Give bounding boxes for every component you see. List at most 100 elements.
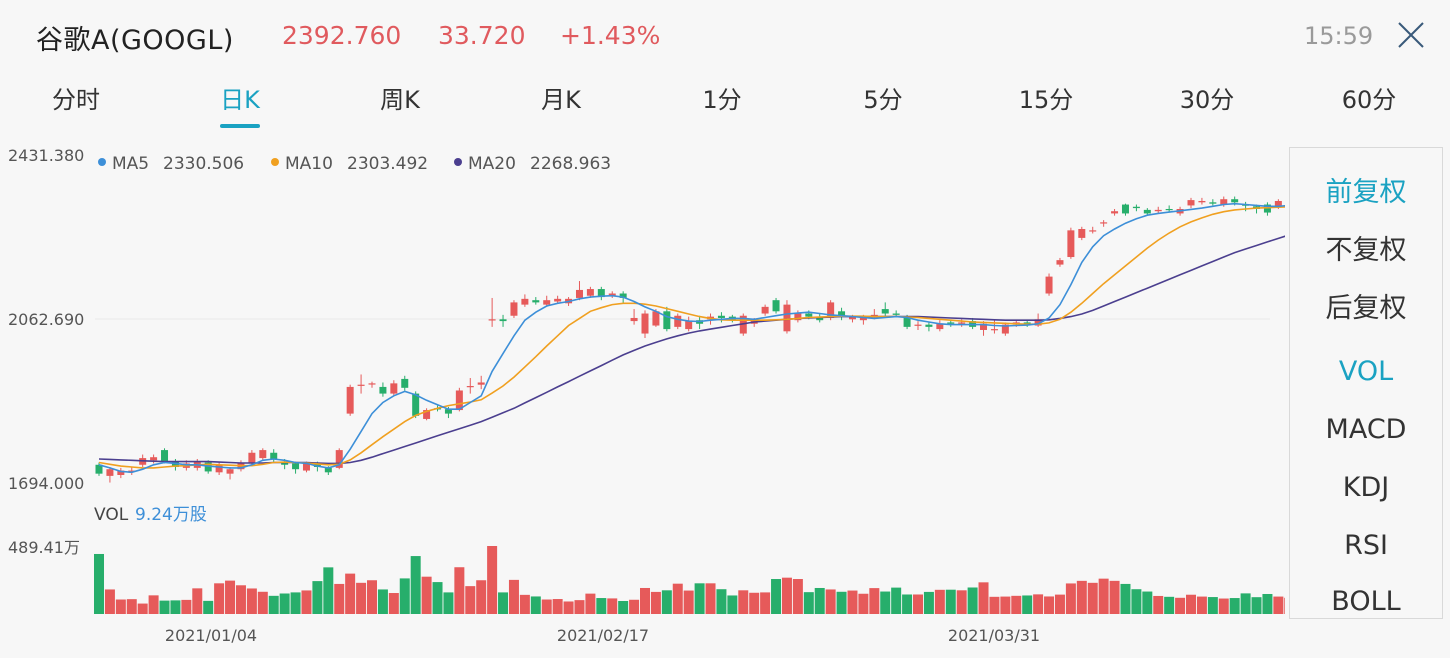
candle-body — [171, 461, 179, 467]
candle-body — [608, 293, 616, 296]
volume-bar — [541, 599, 552, 614]
volume-bar — [225, 580, 236, 614]
candle-body — [1089, 230, 1097, 232]
tab-5min[interactable]: 5分 — [863, 86, 903, 114]
candle — [685, 316, 693, 332]
candle — [128, 466, 136, 475]
candle-body — [914, 324, 922, 326]
y-axis-max-label: 2431.380 — [8, 146, 84, 165]
candle — [521, 294, 529, 307]
candlestick-chart[interactable]: 2431.380 2062.690 1694.000 MA5 2330.506 … — [0, 0, 1285, 658]
candle — [739, 313, 747, 336]
volume-bar — [377, 589, 388, 614]
volume-bar — [235, 585, 246, 614]
tab-1min[interactable]: 1分 — [702, 86, 742, 114]
candle-body — [543, 300, 551, 305]
volume-bar — [246, 588, 257, 614]
candle-body — [150, 457, 158, 461]
volume-bar — [410, 556, 421, 614]
candle-body — [827, 302, 835, 318]
volume-bar — [432, 582, 443, 614]
candle-body — [510, 302, 518, 316]
candle-body — [1263, 204, 1271, 213]
candle — [499, 314, 507, 327]
indicator-vol[interactable]: VOL — [1338, 356, 1394, 387]
candle — [674, 313, 682, 330]
tab-daily-k[interactable]: 日K — [220, 86, 260, 114]
volume-bar — [913, 594, 923, 614]
candle — [1187, 197, 1195, 209]
candle — [1209, 199, 1217, 206]
indicator-kdj[interactable]: KDJ — [1342, 472, 1390, 503]
volume-bar — [203, 600, 214, 614]
candle — [390, 380, 398, 396]
x-tick-1: 2021/01/04 — [165, 626, 257, 645]
volume-bar — [585, 593, 596, 614]
adjust-none[interactable]: 不复权 — [1325, 235, 1407, 266]
indicator-boll[interactable]: BOLL — [1331, 586, 1401, 617]
candle-body — [685, 321, 693, 330]
volume-bar — [170, 600, 181, 614]
candle-body — [412, 393, 420, 416]
candle-body — [772, 300, 780, 312]
volume-bar — [803, 592, 814, 614]
candle-body — [1067, 230, 1075, 258]
volume-bar — [1022, 595, 1033, 614]
candle — [171, 458, 179, 471]
volume-bar — [312, 581, 323, 614]
volume-bar — [487, 546, 498, 614]
close-icon[interactable] — [1396, 20, 1426, 50]
candle-body — [990, 329, 998, 331]
candle-body — [259, 450, 267, 459]
candles-group — [95, 196, 1282, 483]
legend-ma20-value: 2268.963 — [530, 154, 611, 174]
candle-body — [95, 464, 103, 474]
legend-ma10-name: MA10 — [285, 154, 333, 174]
tab-intraday[interactable]: 分时 — [52, 86, 100, 114]
volume-bar — [257, 591, 268, 614]
tab-15min[interactable]: 15分 — [1018, 86, 1074, 114]
volume-bar — [1164, 596, 1175, 614]
candle — [1001, 322, 1009, 336]
candle — [477, 375, 485, 390]
candle — [597, 286, 605, 301]
adjust-forward[interactable]: 前复权 — [1325, 177, 1407, 208]
volume-bar — [902, 594, 913, 614]
candle-body — [248, 452, 256, 463]
adjust-backward[interactable]: 后复权 — [1325, 293, 1407, 324]
indicator-rsi[interactable]: RSI — [1344, 530, 1388, 561]
volume-bar — [978, 582, 989, 614]
candle — [881, 302, 889, 318]
candle-body — [379, 386, 387, 394]
candle — [1121, 203, 1129, 216]
candle-body — [1121, 204, 1129, 214]
candle — [346, 384, 354, 416]
candle-body — [903, 317, 911, 327]
candle-body — [892, 313, 900, 315]
volume-bar — [323, 567, 334, 614]
tab-30min[interactable]: 30分 — [1179, 86, 1235, 114]
vol-max-label: 489.41万 — [8, 538, 80, 557]
candle-body — [838, 311, 846, 316]
candle-body — [1078, 229, 1086, 238]
volume-bar — [443, 592, 454, 614]
ma5-line — [98, 202, 1285, 474]
tab-weekly-k[interactable]: 周K — [380, 86, 420, 114]
candle-body — [357, 384, 365, 386]
candle — [466, 378, 474, 394]
tab-monthly-k[interactable]: 月K — [541, 86, 581, 114]
candle-body — [128, 470, 136, 472]
volume-bar — [1153, 595, 1164, 614]
volume-bar — [454, 567, 465, 614]
candle-body — [313, 463, 321, 467]
candle — [259, 448, 267, 461]
tab-60min[interactable]: 60分 — [1341, 86, 1397, 114]
volume-bar — [1240, 593, 1251, 614]
indicator-macd[interactable]: MACD — [1325, 414, 1407, 445]
candle-body — [630, 317, 638, 322]
candle-body — [499, 319, 507, 322]
volume-bar — [1186, 594, 1196, 614]
candle-body — [652, 311, 660, 326]
legend-ma5-name: MA5 — [112, 154, 149, 174]
candle — [543, 295, 551, 307]
